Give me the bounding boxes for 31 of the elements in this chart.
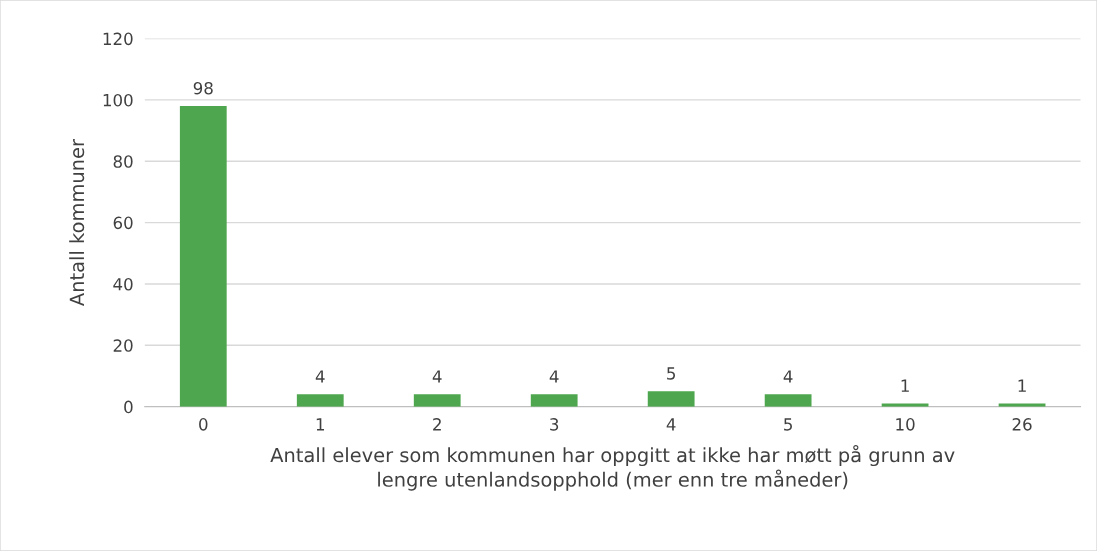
- data-label: 4: [549, 370, 559, 383]
- bar: [530, 394, 578, 407]
- data-label: 98: [193, 81, 213, 95]
- data-label: 4: [432, 370, 442, 383]
- data-label: 1: [1018, 379, 1026, 392]
- data-label: 1: [901, 379, 909, 392]
- x-tick-label: 5: [784, 418, 792, 431]
- bar: [179, 106, 227, 407]
- y-axis-title: Antall kommuner: [69, 139, 85, 306]
- bar: [296, 394, 344, 407]
- y-tick-label: 0: [124, 400, 133, 414]
- x-tick-label: 10: [896, 418, 915, 431]
- y-tick-label: 80: [113, 155, 133, 168]
- bar: [413, 394, 461, 407]
- x-tick-label: 26: [1012, 418, 1032, 431]
- x-tick-label: 2: [433, 418, 441, 431]
- y-tick-label: 60: [113, 216, 133, 230]
- x-tick-label: 3: [550, 418, 559, 431]
- data-label: 5: [667, 367, 675, 380]
- bar: [647, 391, 695, 407]
- y-tick-label: 20: [113, 339, 133, 352]
- x-axis-title: Antall elever som kommunen har oppgitt at ikke har møtt på grunn av lengre utenlandsopphold (mer enn tre måneder): [270, 444, 955, 491]
- x-tick-label: 1: [316, 418, 325, 431]
- y-tick-label: 120: [103, 32, 133, 46]
- data-label: 4: [315, 370, 325, 383]
- x-tick-label: 4: [666, 418, 676, 431]
- x-tick-label: 0: [199, 418, 208, 431]
- bar: [764, 394, 812, 407]
- y-tick-label: 40: [113, 277, 133, 291]
- data-label: 4: [783, 370, 793, 383]
- y-tick-label: 100: [103, 93, 133, 107]
